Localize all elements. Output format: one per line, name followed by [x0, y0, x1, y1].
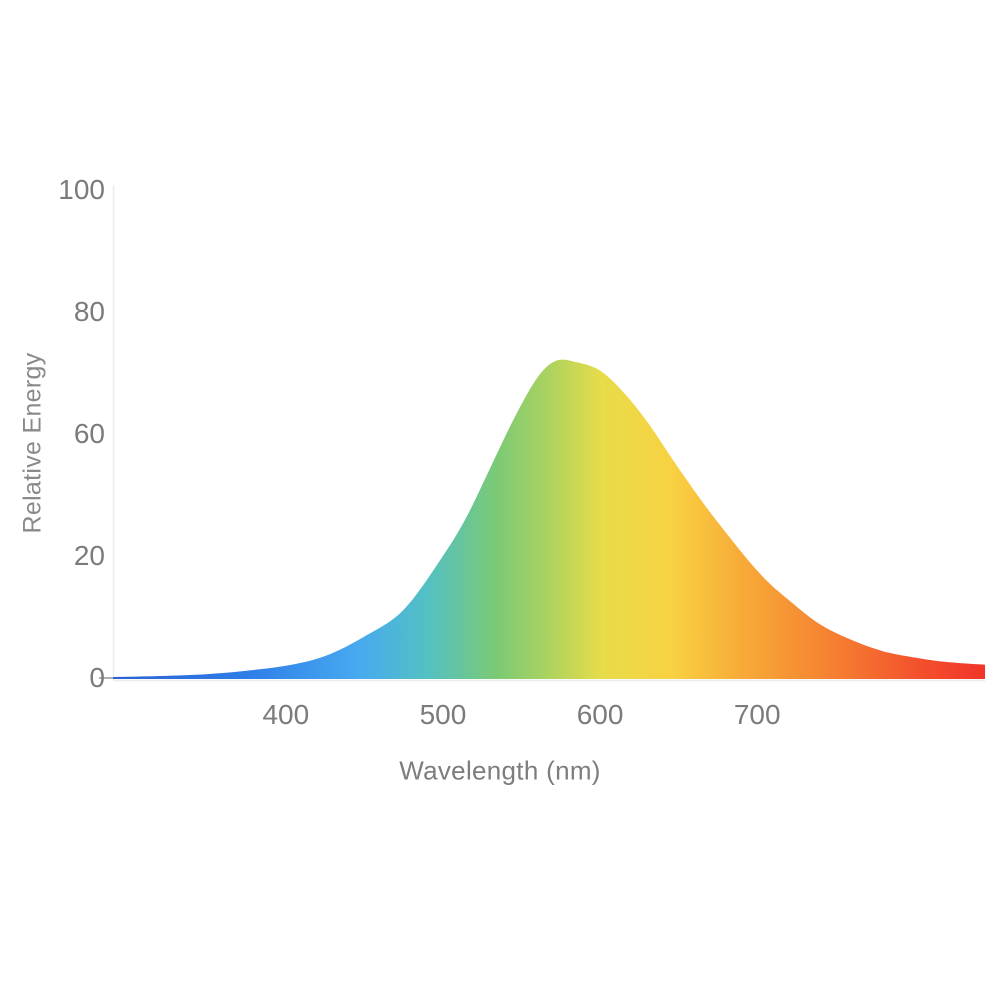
- y-tick-label: 80: [73, 296, 105, 327]
- x-tick-label: 400: [262, 699, 310, 730]
- y-tick-label: 0: [89, 662, 105, 693]
- x-tick-label: 600: [576, 699, 624, 730]
- x-axis-title: Wavelength (nm): [399, 755, 601, 786]
- y-tick-label: 60: [73, 418, 105, 449]
- y-tick-label: 20: [73, 540, 105, 571]
- spectral-energy-curve: [113, 359, 985, 679]
- x-tick-label: 700: [733, 699, 781, 730]
- y-tick-label: 100: [58, 174, 105, 205]
- x-tick-label: 500: [419, 699, 467, 730]
- y-axis-title: Relative Energy: [18, 352, 47, 534]
